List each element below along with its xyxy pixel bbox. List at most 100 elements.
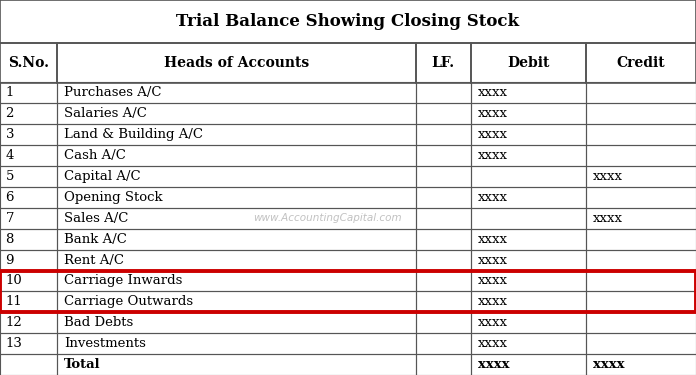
Bar <box>586 145 696 166</box>
Bar <box>416 333 471 354</box>
Text: Bank A/C: Bank A/C <box>64 233 127 246</box>
Bar <box>416 312 471 333</box>
Bar <box>57 291 416 312</box>
Bar <box>416 291 471 312</box>
Bar <box>416 145 471 166</box>
Text: Rent A/C: Rent A/C <box>64 254 124 267</box>
Bar <box>0 187 57 208</box>
Bar <box>471 145 586 166</box>
Text: xxxx: xxxx <box>478 296 508 308</box>
Text: 9: 9 <box>6 254 14 267</box>
Text: Land & Building A/C: Land & Building A/C <box>64 128 203 141</box>
Text: Carriage Outwards: Carriage Outwards <box>64 296 193 308</box>
Bar <box>57 354 416 375</box>
Bar <box>0 208 57 229</box>
Bar <box>471 333 586 354</box>
Text: Total: Total <box>64 358 101 371</box>
Text: 11: 11 <box>6 296 22 308</box>
Text: 3: 3 <box>6 128 14 141</box>
Text: xxxx: xxxx <box>478 107 508 120</box>
Text: xxxx: xxxx <box>478 233 508 246</box>
Bar <box>57 208 416 229</box>
Text: Purchases A/C: Purchases A/C <box>64 87 161 99</box>
Text: Opening Stock: Opening Stock <box>64 191 163 204</box>
Bar <box>586 43 696 82</box>
Text: xxxx: xxxx <box>478 316 508 329</box>
Text: xxxx: xxxx <box>593 358 624 371</box>
Text: xxxx: xxxx <box>478 128 508 141</box>
Bar <box>416 270 471 291</box>
Text: Debit: Debit <box>507 56 550 70</box>
Bar <box>416 208 471 229</box>
Bar <box>0 82 57 104</box>
Text: 6: 6 <box>6 191 14 204</box>
Bar <box>586 333 696 354</box>
Bar <box>416 187 471 208</box>
Bar <box>471 104 586 124</box>
Bar <box>586 291 696 312</box>
Text: Cash A/C: Cash A/C <box>64 149 126 162</box>
Bar <box>586 250 696 270</box>
Bar <box>471 124 586 145</box>
Text: 12: 12 <box>6 316 22 329</box>
Text: Investments: Investments <box>64 337 146 350</box>
Bar <box>586 208 696 229</box>
Bar <box>471 187 586 208</box>
Bar <box>0 124 57 145</box>
Bar <box>0 229 57 250</box>
Text: Carriage Inwards: Carriage Inwards <box>64 274 182 288</box>
Text: xxxx: xxxx <box>478 274 508 288</box>
Bar <box>57 229 416 250</box>
Bar <box>416 124 471 145</box>
Text: LF.: LF. <box>432 56 455 70</box>
Bar <box>57 333 416 354</box>
Bar <box>0 291 57 312</box>
Bar <box>0 354 57 375</box>
Text: 13: 13 <box>6 337 22 350</box>
Bar <box>57 270 416 291</box>
Bar <box>0 270 57 291</box>
Text: www.AccountingCapital.com: www.AccountingCapital.com <box>253 213 402 223</box>
Bar <box>586 82 696 104</box>
Bar <box>586 187 696 208</box>
Bar <box>586 354 696 375</box>
Text: xxxx: xxxx <box>478 87 508 99</box>
Bar <box>0 166 57 187</box>
Bar <box>0 333 57 354</box>
Bar <box>0 43 57 82</box>
Bar <box>586 104 696 124</box>
Bar <box>416 250 471 270</box>
Bar <box>586 166 696 187</box>
Bar <box>57 145 416 166</box>
Text: 4: 4 <box>6 149 14 162</box>
Bar <box>471 354 586 375</box>
Bar <box>416 229 471 250</box>
Bar <box>586 124 696 145</box>
Bar <box>471 229 586 250</box>
Bar <box>471 291 586 312</box>
Bar <box>57 82 416 104</box>
Bar <box>586 312 696 333</box>
Text: xxxx: xxxx <box>478 191 508 204</box>
Text: Salaries A/C: Salaries A/C <box>64 107 147 120</box>
Bar <box>471 166 586 187</box>
Bar <box>471 250 586 270</box>
Text: xxxx: xxxx <box>478 337 508 350</box>
Bar <box>57 104 416 124</box>
Text: Heads of Accounts: Heads of Accounts <box>164 56 309 70</box>
Bar <box>57 124 416 145</box>
Text: 2: 2 <box>6 107 14 120</box>
Bar <box>57 43 416 82</box>
Bar <box>586 270 696 291</box>
Text: Bad Debts: Bad Debts <box>64 316 133 329</box>
Text: 5: 5 <box>6 170 14 183</box>
Bar <box>416 82 471 104</box>
Text: xxxx: xxxx <box>478 358 509 371</box>
Bar <box>471 270 586 291</box>
Bar <box>0 0 696 43</box>
Text: Capital A/C: Capital A/C <box>64 170 141 183</box>
Bar <box>471 312 586 333</box>
Bar <box>416 43 471 82</box>
Bar <box>416 166 471 187</box>
Bar <box>0 104 57 124</box>
